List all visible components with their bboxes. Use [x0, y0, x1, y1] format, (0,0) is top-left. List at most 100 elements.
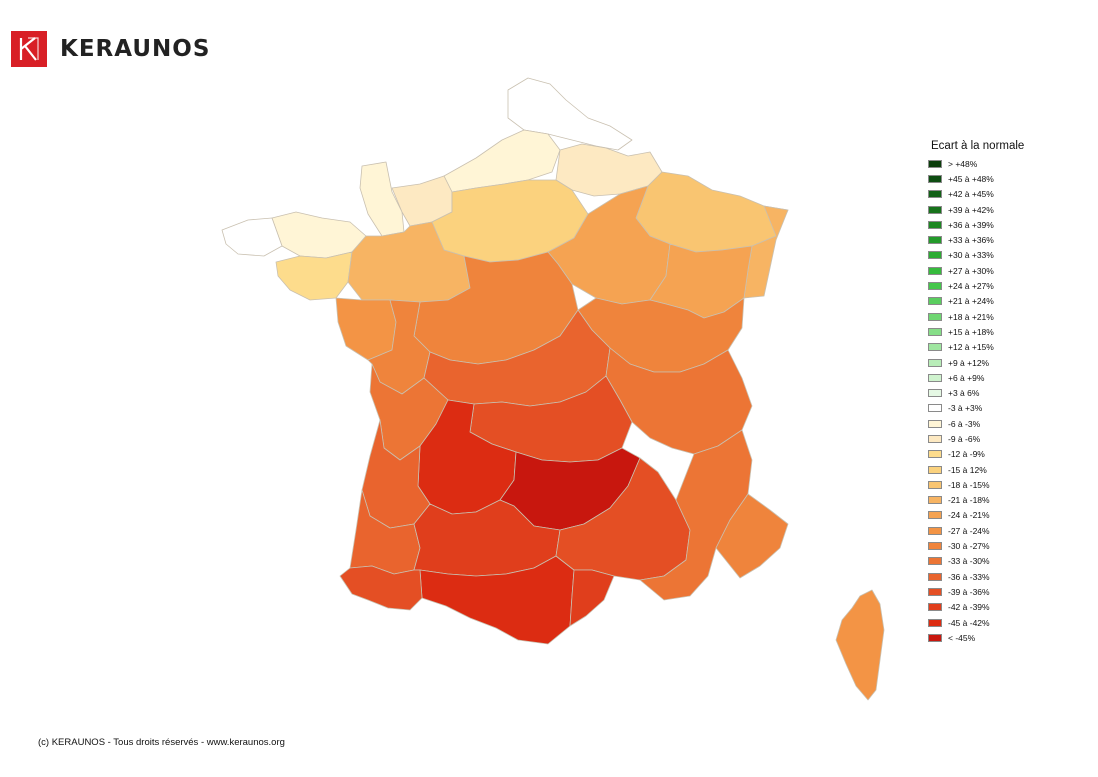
- legend-label: -21 à -18%: [948, 495, 990, 506]
- legend-label: -3 à +3%: [948, 403, 983, 414]
- legend-swatch: [928, 542, 942, 551]
- legend-item: +18 à +21%: [928, 309, 1024, 324]
- legend-item: +9 à +12%: [928, 355, 1024, 370]
- keraunos-logo-icon: [11, 31, 47, 67]
- legend-swatch: [928, 480, 942, 489]
- map-region-alsace: [743, 205, 789, 299]
- legend-items: > +48% +45 à +48% +42 à +45% +39 à +42% +36 …: [928, 156, 1024, 646]
- legend-title: Ecart à la normale: [931, 140, 1025, 152]
- legend-swatch: [928, 389, 942, 398]
- logo: KERAUNOS: [11, 31, 210, 67]
- legend-item: +45 à +48%: [928, 171, 1024, 186]
- legend-swatch: [928, 205, 942, 214]
- legend-item: -33 à -30%: [928, 554, 1024, 569]
- brand-name: KERAUNOS: [60, 36, 211, 62]
- legend-swatch: [928, 572, 942, 581]
- legend-swatch: [928, 343, 942, 352]
- legend-swatch: [928, 496, 942, 505]
- map-region-provence: [639, 429, 753, 601]
- legend-label: +45 à +48%: [948, 173, 994, 184]
- legend-item: -42 à -39%: [928, 600, 1024, 615]
- map-region-bretagne-ouest: [221, 217, 283, 257]
- legend-item: +12 à +15%: [928, 340, 1024, 355]
- legend-label: -12 à -9%: [948, 449, 985, 460]
- legend-item: -45 à -42%: [928, 615, 1024, 630]
- legend: Ecart à la normale > +48% +45 à +48% +42 à…: [928, 140, 1024, 646]
- legend-label: +39 à +42%: [948, 204, 994, 215]
- copyright-text: (c) KERAUNOS - Tous droits réservés - ww…: [38, 737, 285, 748]
- legend-label: +12 à +15%: [948, 342, 994, 353]
- legend-label: > +48%: [948, 158, 978, 169]
- legend-item: > +48%: [928, 156, 1024, 171]
- legend-swatch: [928, 434, 942, 443]
- legend-label: +15 à +18%: [948, 326, 994, 337]
- legend-label: -27 à -24%: [948, 525, 990, 536]
- map-region-pyrenees-orientales: [569, 569, 615, 627]
- legend-item: -30 à -27%: [928, 538, 1024, 553]
- legend-item: -24 à -21%: [928, 508, 1024, 523]
- legend-item: -12 à -9%: [928, 447, 1024, 462]
- legend-label: -30 à -27%: [948, 541, 990, 552]
- map-region-corse: [835, 589, 885, 701]
- legend-item: -3 à +3%: [928, 401, 1024, 416]
- legend-item: -27 à -24%: [928, 523, 1024, 538]
- legend-swatch: [928, 251, 942, 260]
- legend-label: +21 à +24%: [948, 296, 994, 307]
- map-region-alpes-maritimes: [715, 493, 789, 579]
- legend-item: +42 à +45%: [928, 187, 1024, 202]
- legend-item: +27 à +30%: [928, 263, 1024, 278]
- legend-label: -18 à -15%: [948, 479, 990, 490]
- legend-label: +24 à +27%: [948, 281, 994, 292]
- legend-label: +27 à +30%: [948, 265, 994, 276]
- legend-label: +18 à +21%: [948, 311, 994, 322]
- legend-item: +24 à +27%: [928, 278, 1024, 293]
- legend-swatch: [928, 358, 942, 367]
- legend-swatch: [928, 450, 942, 459]
- legend-item: +36 à +39%: [928, 217, 1024, 232]
- legend-item: +21 à +24%: [928, 294, 1024, 309]
- legend-item: -6 à -3%: [928, 416, 1024, 431]
- map-region-vendee: [335, 297, 397, 361]
- legend-item: -9 à -6%: [928, 431, 1024, 446]
- legend-label: +33 à +36%: [948, 235, 994, 246]
- legend-item: +30 à +33%: [928, 248, 1024, 263]
- legend-swatch: [928, 174, 942, 183]
- legend-label: +3 à 6%: [948, 388, 980, 399]
- legend-item: +15 à +18%: [928, 324, 1024, 339]
- legend-item: -21 à -18%: [928, 493, 1024, 508]
- legend-item: -39 à -36%: [928, 584, 1024, 599]
- legend-item: +39 à +42%: [928, 202, 1024, 217]
- legend-swatch: [928, 159, 942, 168]
- legend-swatch: [928, 220, 942, 229]
- legend-label: -9 à -6%: [948, 433, 981, 444]
- legend-label: +30 à +33%: [948, 250, 994, 261]
- legend-label: +6 à +9%: [948, 372, 985, 383]
- legend-label: -24 à -21%: [948, 510, 990, 521]
- legend-swatch: [928, 618, 942, 627]
- legend-swatch: [928, 465, 942, 474]
- legend-label: -42 à -39%: [948, 602, 990, 613]
- legend-label: < -45%: [948, 632, 976, 643]
- map-region-bretagne-nord: [271, 211, 367, 259]
- legend-swatch: [928, 419, 942, 428]
- legend-swatch: [928, 557, 942, 566]
- legend-label: +42 à +45%: [948, 189, 994, 200]
- legend-label: +36 à +39%: [948, 219, 994, 230]
- legend-swatch: [928, 603, 942, 612]
- legend-swatch: [928, 511, 942, 520]
- legend-label: -45 à -42%: [948, 617, 990, 628]
- map-region-bretagne-sud: [275, 251, 353, 301]
- legend-swatch: [928, 236, 942, 245]
- legend-swatch: [928, 297, 942, 306]
- legend-swatch: [928, 190, 942, 199]
- legend-item: +33 à +36%: [928, 232, 1024, 247]
- legend-label: -15 à 12%: [948, 464, 987, 475]
- legend-label: -36 à -33%: [948, 571, 990, 582]
- legend-item: -18 à -15%: [928, 477, 1024, 492]
- legend-item: -36 à -33%: [928, 569, 1024, 584]
- legend-label: -39 à -36%: [948, 586, 990, 597]
- legend-swatch: [928, 633, 942, 642]
- legend-swatch: [928, 327, 942, 336]
- legend-swatch: [928, 266, 942, 275]
